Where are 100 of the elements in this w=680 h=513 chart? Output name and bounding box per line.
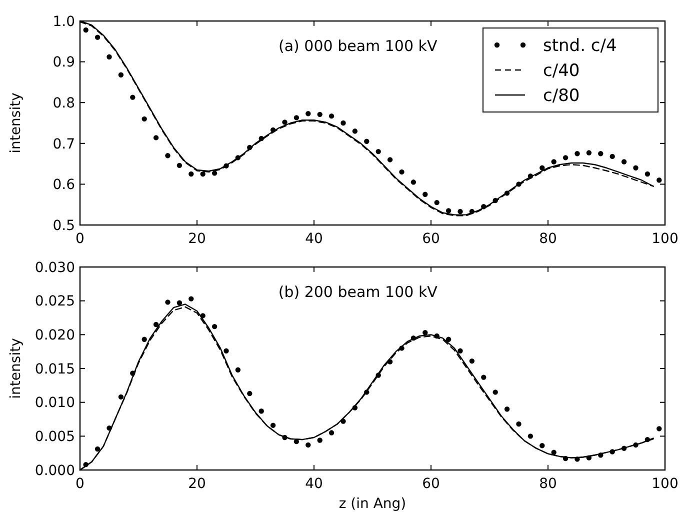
point — [562, 155, 568, 160]
point — [165, 300, 170, 305]
point — [469, 208, 475, 214]
point — [469, 358, 475, 364]
point — [446, 336, 452, 342]
point — [621, 446, 627, 451]
point — [644, 171, 650, 177]
point — [317, 112, 322, 118]
x-tick-label: 60 — [422, 231, 440, 247]
point — [540, 165, 545, 170]
legend-label: stnd. c/4 — [543, 36, 617, 56]
y-tick-label: 0.005 — [34, 429, 75, 446]
point — [83, 462, 88, 468]
point — [235, 155, 241, 160]
x-tick-label: 40 — [305, 476, 323, 492]
point — [621, 159, 627, 164]
point — [364, 390, 370, 395]
point — [387, 157, 393, 162]
point — [258, 408, 264, 414]
legend-label: c/80 — [543, 86, 580, 106]
point — [328, 430, 334, 436]
point — [551, 159, 556, 164]
point — [352, 128, 358, 134]
point — [633, 165, 638, 170]
y-axis-title: intensity — [8, 338, 24, 399]
point — [258, 136, 264, 142]
annotation: (b) 200 beam 100 kV — [278, 283, 438, 301]
point — [176, 162, 182, 168]
point — [130, 94, 136, 100]
point — [282, 120, 288, 125]
point — [562, 456, 568, 462]
point — [340, 120, 346, 126]
point — [94, 34, 100, 40]
point — [188, 296, 194, 302]
point — [446, 208, 452, 214]
y-tick-label: 0.5 — [52, 218, 75, 234]
point — [340, 418, 346, 424]
point — [504, 406, 510, 412]
point — [399, 169, 404, 175]
point — [294, 115, 300, 120]
point — [83, 27, 88, 33]
x-tick-label: 20 — [188, 231, 206, 247]
point — [118, 394, 124, 400]
y-tick-label: 0.000 — [34, 462, 75, 479]
y-tick-label: 0.015 — [34, 361, 75, 378]
point — [633, 442, 638, 448]
point — [188, 171, 194, 177]
point — [481, 374, 486, 380]
point — [492, 390, 498, 395]
point — [516, 421, 522, 427]
point — [106, 425, 112, 431]
point — [644, 436, 650, 442]
point — [528, 173, 534, 179]
point — [328, 113, 334, 119]
point — [551, 450, 556, 456]
point — [422, 192, 428, 197]
x-tick-label: 100 — [652, 231, 678, 247]
point — [434, 333, 440, 339]
x-tick-label: 0 — [76, 476, 84, 492]
y-tick-label: 0.9 — [52, 54, 75, 71]
point — [574, 456, 580, 462]
point — [142, 116, 147, 122]
y-tick-label: 0.025 — [34, 294, 75, 310]
x-tick-label: 0 — [76, 231, 84, 247]
point — [247, 390, 252, 396]
point — [270, 422, 276, 428]
point — [458, 208, 463, 214]
point — [458, 348, 463, 354]
point — [142, 336, 147, 342]
point — [410, 180, 416, 185]
x-tick-label: 20 — [188, 476, 206, 492]
point — [376, 372, 381, 378]
point — [399, 346, 404, 351]
point — [306, 111, 311, 116]
point — [410, 335, 416, 341]
point — [118, 72, 124, 78]
point — [528, 434, 534, 439]
point — [282, 434, 288, 440]
y-tick-label: 0.8 — [52, 96, 75, 112]
point — [235, 367, 241, 372]
point — [516, 182, 522, 187]
point — [598, 452, 604, 458]
point — [540, 443, 545, 448]
y-tick-label: 0.030 — [34, 260, 75, 276]
y-tick-label: 1.0 — [52, 14, 75, 30]
x-tick-label: 60 — [422, 476, 440, 492]
x-tick-label: 100 — [652, 476, 678, 492]
y-tick-label: 0.7 — [52, 136, 75, 152]
point — [200, 171, 206, 177]
point — [212, 324, 218, 330]
x-tick-label: 40 — [305, 231, 323, 247]
point — [364, 138, 370, 144]
point — [106, 54, 112, 60]
y-tick-label: 0.020 — [34, 328, 75, 344]
point — [481, 204, 486, 210]
point — [586, 455, 592, 460]
point — [247, 144, 252, 150]
point — [200, 313, 206, 318]
point — [130, 370, 136, 376]
point — [153, 135, 159, 140]
